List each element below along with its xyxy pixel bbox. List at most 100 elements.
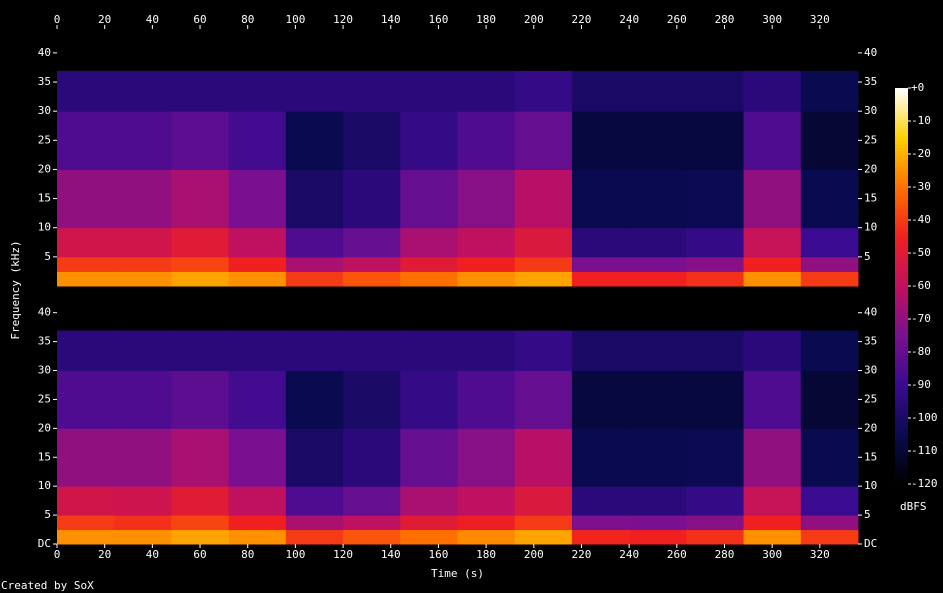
spectrogram-cell	[743, 227, 802, 258]
x-tick-label: 120	[333, 13, 353, 26]
x-tick-label: 260	[667, 13, 687, 26]
spectrogram-cell	[571, 529, 630, 545]
colorbar-segment	[895, 299, 908, 303]
spectrogram-cell	[114, 271, 172, 287]
spectrogram-cell	[400, 256, 458, 272]
spectrogram-cell	[171, 111, 230, 170]
spectrogram-cell	[514, 486, 573, 516]
spectrogram-cell	[285, 169, 344, 229]
y-tick-label: 5	[864, 250, 871, 263]
colorbar-segment	[895, 269, 908, 274]
spectrogram-cell	[457, 289, 516, 331]
spectrogram-cell	[114, 486, 172, 516]
spectrogram-cell	[400, 330, 458, 372]
spectrogram-cell	[400, 428, 458, 487]
spectrogram-cell	[686, 330, 745, 372]
spectrogram-cell	[457, 515, 516, 531]
colorbar-segment	[895, 335, 908, 340]
colorbar-segment	[895, 160, 908, 165]
spectrogram-cell	[343, 428, 401, 487]
spectrogram-cell	[114, 111, 172, 170]
spectrogram-cell	[228, 486, 287, 516]
colorbar-tick-label: -50	[911, 246, 931, 259]
x-tick-label: 120	[333, 548, 353, 561]
spectrogram-cell	[457, 370, 516, 429]
colorbar-segment	[895, 477, 908, 482]
spectrogram-cell	[629, 515, 687, 531]
spectrogram-cell	[629, 70, 687, 112]
x-tick-label: 200	[524, 13, 544, 26]
spectrogram-cell	[571, 370, 630, 429]
y-tick-label: 10	[864, 221, 877, 234]
y-tick-label: 30	[864, 104, 877, 117]
x-tick-label: 220	[572, 13, 592, 26]
x-tick-label: 180	[476, 13, 496, 26]
spectrogram-cell	[686, 370, 745, 429]
spectrogram-cell	[514, 271, 573, 287]
colorbar-segment	[895, 111, 908, 115]
colorbar-segment	[895, 325, 908, 330]
y-tick-label: 15	[864, 450, 877, 463]
spectrogram-cell	[686, 428, 745, 487]
spectrogram-cell	[629, 330, 687, 372]
spectrogram-cell	[629, 29, 687, 71]
spectrogram-cell	[228, 428, 287, 487]
y-tick-label: 5	[44, 508, 51, 521]
colorbar-segment	[895, 378, 908, 383]
colorbar-segment	[895, 474, 908, 478]
spectrogram-cell	[743, 428, 802, 487]
spectrogram-cell	[800, 486, 859, 516]
x-tick-label: 300	[762, 548, 782, 561]
spectrogram-cell	[343, 169, 401, 229]
colorbar-tick-label: -40	[911, 213, 931, 226]
spectrogram-cell	[629, 271, 687, 287]
spectrogram-cell	[57, 330, 115, 372]
colorbar-segment	[895, 467, 908, 472]
colorbar-segment	[895, 94, 908, 99]
spectrogram-cell	[457, 169, 516, 229]
colorbar-segment	[895, 266, 908, 270]
spectrogram-cell	[114, 370, 172, 429]
colorbar-segment	[895, 140, 908, 145]
colorbar-segment	[895, 91, 908, 96]
colorbar-segment	[895, 358, 908, 363]
spectrogram-cell	[343, 271, 401, 287]
spectrogram-cell	[743, 486, 802, 516]
spectrogram-cell	[285, 289, 344, 331]
spectrogram-cell	[629, 169, 687, 229]
spectrogram-cell	[228, 330, 287, 372]
spectrogram-cell	[800, 271, 859, 287]
y-tick-label: 40	[38, 46, 51, 59]
colorbar-segment	[895, 124, 908, 129]
x-tick-label: 40	[146, 548, 159, 561]
colorbar-segment	[895, 134, 908, 138]
spectrogram-cell	[228, 515, 287, 531]
x-tick-label: 60	[193, 548, 206, 561]
colorbar-segment	[895, 368, 908, 373]
spectrogram-cell	[514, 289, 573, 331]
spectrogram-cell	[743, 515, 802, 531]
colorbar-segment	[895, 352, 908, 356]
colorbar-segment	[895, 223, 908, 228]
colorbar-segment	[895, 348, 908, 353]
colorbar-segment	[895, 302, 908, 307]
spectrogram-cell	[400, 111, 458, 170]
spectrogram-cell	[171, 330, 230, 372]
colorbar-segment	[895, 391, 908, 396]
spectrogram-cell	[400, 169, 458, 229]
spectrogram-cell	[571, 271, 630, 287]
spectrogram-cell	[514, 529, 573, 545]
colorbar-segment	[895, 229, 908, 234]
colorbar-segment	[895, 437, 908, 442]
colorbar-tick-label: -120	[911, 477, 938, 490]
colorbar-segment	[895, 190, 908, 195]
spectrogram-cell	[457, 428, 516, 487]
x-tick-label: 300	[762, 13, 782, 26]
y-tick-label: 25	[864, 133, 877, 146]
colorbar-tick-label: -10	[911, 114, 931, 127]
colorbar-segment	[895, 427, 908, 432]
colorbar-segment	[895, 262, 908, 267]
spectrogram-cell	[171, 256, 230, 272]
spectrogram-cell	[800, 227, 859, 258]
